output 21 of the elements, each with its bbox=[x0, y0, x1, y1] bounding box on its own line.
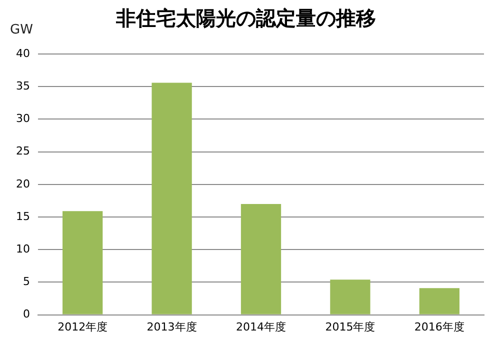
bar bbox=[62, 211, 103, 314]
y-tick-label: 20 bbox=[16, 177, 30, 190]
bar bbox=[240, 204, 282, 314]
y-tick-label: 35 bbox=[16, 79, 30, 92]
y-tick-label: 0 bbox=[22, 308, 30, 321]
x-tick-label: 2013年度 bbox=[146, 320, 197, 334]
y-axis-title: GW bbox=[10, 22, 34, 38]
y-tick-label: 15 bbox=[16, 210, 30, 223]
chart-title: 非住宅太陽光の認定量の推移 bbox=[115, 6, 376, 30]
y-tick-label: 10 bbox=[16, 242, 30, 256]
x-tick-label: 2015年度 bbox=[325, 320, 376, 334]
y-tick-label: 5 bbox=[22, 275, 30, 288]
x-tick-label: 2012年度 bbox=[58, 320, 108, 334]
bar bbox=[419, 288, 460, 314]
y-tick-label: 25 bbox=[16, 144, 30, 158]
y-tick-label: 40 bbox=[16, 46, 30, 60]
y-tick-label: 30 bbox=[16, 112, 30, 126]
bar bbox=[152, 82, 192, 314]
x-tick-label: 2014年度 bbox=[236, 320, 286, 334]
bar bbox=[330, 280, 370, 314]
x-tick-label: 2016年度 bbox=[414, 320, 464, 334]
